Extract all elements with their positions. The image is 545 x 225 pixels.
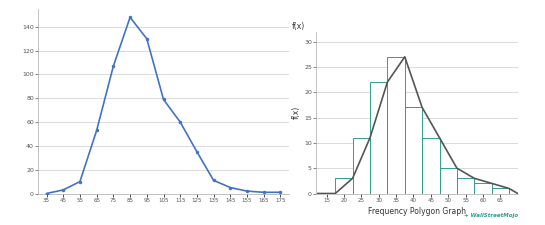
Bar [422, 138, 439, 194]
Bar [335, 178, 353, 194]
Bar [370, 82, 387, 194]
Bar [474, 183, 492, 194]
X-axis label: Frequency Polygon Graph: Frequency Polygon Graph [368, 207, 466, 216]
Text: x: x [0, 224, 1, 225]
Bar [457, 178, 474, 194]
Text: + WallStreetMojo: + WallStreetMojo [464, 213, 518, 218]
Bar [439, 168, 457, 194]
Text: f(x): f(x) [292, 22, 305, 31]
Y-axis label: f(x): f(x) [292, 106, 301, 119]
Bar [405, 108, 422, 194]
Bar [387, 57, 405, 194]
Bar [353, 138, 370, 194]
Bar [492, 189, 509, 194]
